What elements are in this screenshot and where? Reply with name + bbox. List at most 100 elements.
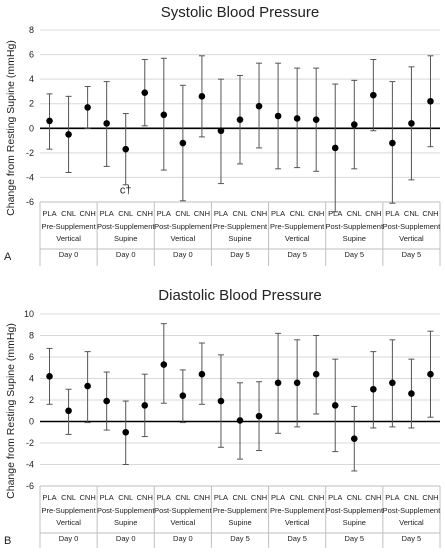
- mean-point: [217, 397, 225, 405]
- systolic-panel: Systolic Blood Pressure -6 -4 -2 0 2 4 6 8 Change…: [4, 4, 441, 266]
- mean-point: [408, 120, 415, 127]
- day-label: Day 0: [59, 534, 79, 543]
- posture-label: Supine: [228, 518, 251, 527]
- phase-label: Post-Supplement: [97, 222, 155, 231]
- mean-point: [198, 93, 206, 100]
- mean-point: [389, 379, 396, 387]
- y-tick-label: 2: [29, 395, 34, 405]
- day-label: Day 5: [287, 250, 307, 259]
- mean-point: [160, 111, 168, 119]
- y-tick-label: -2: [26, 148, 34, 158]
- significance-annotation: c†: [120, 184, 132, 196]
- mean-point: [274, 379, 282, 387]
- condition-label: CNH: [137, 209, 153, 218]
- mean-point: [65, 131, 72, 138]
- y-tick-label: 4: [29, 74, 34, 84]
- mean-point: [255, 102, 263, 110]
- condition-label: CNL: [347, 493, 362, 502]
- y-tick-label: 0: [29, 123, 34, 133]
- mean-point: [408, 390, 415, 397]
- posture-label: Vertical: [399, 518, 424, 527]
- condition-label: CNL: [61, 209, 76, 218]
- condition-label: CNL: [232, 493, 247, 502]
- chart-title: Systolic Blood Pressure: [161, 4, 319, 21]
- y-axis-label: Change from Resting Supine (mmHg): [5, 40, 17, 216]
- condition-label: CNH: [422, 209, 438, 218]
- posture-label: Supine: [343, 518, 366, 527]
- day-label: Day 5: [344, 534, 364, 543]
- condition-label: CNL: [175, 209, 190, 218]
- diastolic-panel: Diastolic Blood Pressure -6 -4 -2 0 2 4 6 8 10 Cha…: [4, 287, 441, 548]
- mean-point: [84, 104, 91, 111]
- condition-label: CNL: [290, 209, 305, 218]
- condition-label: CNL: [175, 493, 190, 502]
- mean-point: [427, 97, 434, 105]
- day-label: Day 0: [116, 534, 136, 543]
- condition-label: PLA: [157, 209, 171, 218]
- mean-point: [217, 127, 225, 135]
- condition-label: CNH: [251, 209, 267, 218]
- y-tick-label: 8: [29, 331, 34, 341]
- condition-label: CNH: [79, 493, 95, 502]
- phase-label: Post-Supplement: [383, 222, 441, 231]
- posture-label: Supine: [114, 518, 137, 527]
- panel-label: A: [4, 251, 12, 263]
- phase-label: Pre-Supplement: [213, 222, 268, 231]
- condition-label: CNH: [137, 493, 153, 502]
- mean-point: [293, 115, 301, 122]
- condition-label: CNL: [404, 209, 419, 218]
- posture-label: Vertical: [171, 518, 196, 527]
- condition-label: PLA: [42, 209, 56, 218]
- mean-point: [312, 116, 320, 123]
- posture-label: Vertical: [171, 234, 196, 243]
- phase-label: Pre-Supplement: [41, 222, 96, 231]
- phase-label: Pre-Supplement: [270, 222, 325, 231]
- day-label: Day 5: [230, 250, 250, 259]
- condition-label: PLA: [100, 493, 114, 502]
- chart-title: Diastolic Blood Pressure: [158, 287, 321, 304]
- posture-label: Vertical: [285, 234, 310, 243]
- mean-point: [179, 139, 187, 147]
- mean-point: [350, 121, 358, 128]
- phase-label: Post-Supplement: [154, 222, 212, 231]
- mean-point: [141, 89, 149, 96]
- condition-label: CNL: [118, 493, 133, 502]
- y-tick-label: -4: [26, 460, 34, 470]
- posture-label: Vertical: [56, 234, 81, 243]
- phase-label: Pre-Supplement: [213, 506, 268, 515]
- condition-label: PLA: [271, 493, 285, 502]
- mean-point: [312, 370, 320, 378]
- condition-label: PLA: [157, 493, 171, 502]
- y-tick-label: 4: [29, 374, 34, 384]
- posture-label: Vertical: [56, 518, 81, 527]
- condition-label: CNH: [251, 493, 267, 502]
- mean-point: [122, 428, 130, 436]
- posture-label: Supine: [228, 234, 251, 243]
- mean-point: [427, 370, 434, 378]
- condition-label: CNL: [118, 209, 133, 218]
- mean-point: [103, 397, 110, 405]
- y-tick-label: 8: [29, 25, 34, 35]
- y-tick-label: 6: [29, 50, 34, 60]
- phase-label: Pre-Supplement: [41, 506, 96, 515]
- y-tick-label: -2: [26, 438, 34, 448]
- y-tick-label: -6: [26, 197, 34, 207]
- day-label: Day 0: [59, 250, 79, 259]
- day-label: Day 5: [402, 534, 422, 543]
- condition-label: PLA: [385, 493, 399, 502]
- condition-label: PLA: [328, 493, 342, 502]
- phase-label: Post-Supplement: [383, 506, 441, 515]
- condition-label: CNL: [404, 493, 419, 502]
- condition-label: CNH: [308, 209, 324, 218]
- day-label: Day 0: [173, 250, 193, 259]
- condition-label: CNH: [194, 209, 210, 218]
- y-tick-label: 0: [29, 417, 34, 427]
- mean-point: [236, 116, 244, 123]
- day-label: Day 5: [402, 250, 422, 259]
- condition-label: CNL: [290, 493, 305, 502]
- posture-label: Vertical: [399, 234, 424, 243]
- condition-label: CNH: [194, 493, 210, 502]
- mean-point: [198, 370, 206, 378]
- mean-point: [122, 145, 130, 153]
